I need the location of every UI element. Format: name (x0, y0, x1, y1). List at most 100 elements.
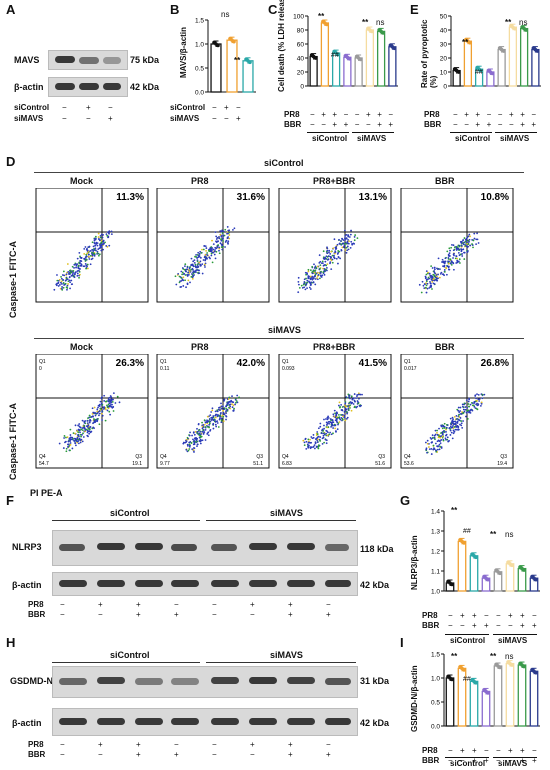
treatment-mark: + (250, 600, 255, 609)
event-dot (472, 239, 475, 242)
event-dot (99, 246, 102, 249)
event-dot (321, 260, 324, 263)
treatment-mark: + (288, 740, 293, 749)
event-dot (222, 237, 224, 240)
event-dot (334, 252, 336, 255)
treatment-mark: − (509, 120, 514, 129)
event-dot (344, 235, 347, 237)
event-dot (453, 426, 456, 428)
mark: − (236, 103, 241, 112)
event-dot (478, 400, 481, 402)
event-dot (331, 423, 334, 426)
event-dot (93, 254, 96, 257)
event-dot (197, 269, 200, 272)
event-dot (457, 426, 460, 429)
event-dot (445, 423, 448, 426)
event-dot (459, 423, 461, 426)
event-dot (440, 424, 443, 427)
sig-label: ## (463, 528, 471, 535)
event-dot (203, 423, 206, 426)
event-dot (329, 252, 332, 255)
event-dot (297, 283, 300, 286)
event-dot (212, 251, 214, 254)
event-dot (201, 272, 204, 275)
treatment-label: BBR (28, 750, 46, 759)
event-dot (425, 282, 427, 285)
event-dot (188, 445, 191, 448)
treatment-mark: − (366, 120, 371, 129)
event-dot (88, 245, 91, 248)
y-tick-label: 1.5 (431, 652, 440, 659)
event-dot (477, 242, 480, 244)
event-dot (97, 406, 99, 409)
event-dot (67, 446, 69, 448)
event-dot (197, 430, 199, 433)
sig-label: ## (475, 69, 483, 76)
treatment-mark: + (174, 750, 179, 759)
event-dot (204, 426, 207, 428)
event-dot (68, 279, 71, 282)
treatment-mark: − (508, 621, 513, 630)
event-dot (460, 245, 463, 247)
event-dot (433, 268, 436, 271)
event-dot (474, 395, 477, 397)
event-dot (67, 283, 69, 285)
treatment-mark: − (496, 746, 501, 755)
event-dot (187, 279, 190, 282)
event-dot (229, 400, 232, 403)
data-point (358, 57, 363, 62)
event-dot (441, 427, 444, 430)
event-dot (223, 234, 226, 237)
event-dot (440, 271, 443, 274)
data-point (474, 681, 478, 685)
event-dot (339, 418, 342, 421)
event-dot (108, 244, 111, 247)
event-dot (85, 264, 88, 267)
event-dot (433, 266, 436, 269)
event-dot (440, 432, 442, 434)
quadrant-value: 19.1 (132, 461, 142, 467)
flow-column-title: PR8 (191, 176, 209, 186)
event-dot (225, 239, 228, 242)
event-dot (477, 393, 480, 396)
event-dot (111, 398, 114, 401)
event-dot (429, 274, 432, 277)
event-dot (335, 430, 337, 432)
treatment-mark: − (388, 110, 394, 119)
event-dot (220, 419, 223, 422)
event-dot (62, 270, 65, 273)
event-dot (232, 228, 234, 231)
event-dot (202, 424, 205, 426)
event-dot (111, 401, 114, 403)
event-dot (440, 435, 443, 437)
panel-label-b: B (170, 2, 180, 17)
event-dot (312, 446, 314, 449)
event-dot (178, 275, 181, 278)
event-dot (356, 395, 358, 397)
bar (226, 39, 238, 93)
event-dot (196, 443, 199, 446)
event-dot (77, 424, 80, 427)
event-dot (476, 399, 478, 402)
event-dot (103, 400, 106, 402)
event-dot (314, 442, 317, 445)
event-dot (349, 246, 352, 249)
event-dot (208, 421, 211, 424)
event-dot (61, 283, 63, 285)
event-dot (436, 279, 439, 282)
bar (497, 48, 506, 87)
event-dot (481, 397, 484, 400)
flow-plot: 10.8% (400, 188, 514, 303)
event-dot (216, 410, 219, 413)
event-dot (436, 445, 438, 448)
event-dot (88, 255, 90, 258)
event-dot (325, 421, 328, 424)
event-dot (337, 256, 340, 259)
blot-strip-actin-h (52, 708, 358, 736)
event-dot (306, 281, 309, 284)
event-dot (469, 235, 471, 238)
event-dot (80, 263, 83, 266)
event-dot (191, 264, 194, 267)
event-dot (429, 280, 431, 283)
chart-e: 0 10 20 30 40 50 (440, 14, 541, 91)
